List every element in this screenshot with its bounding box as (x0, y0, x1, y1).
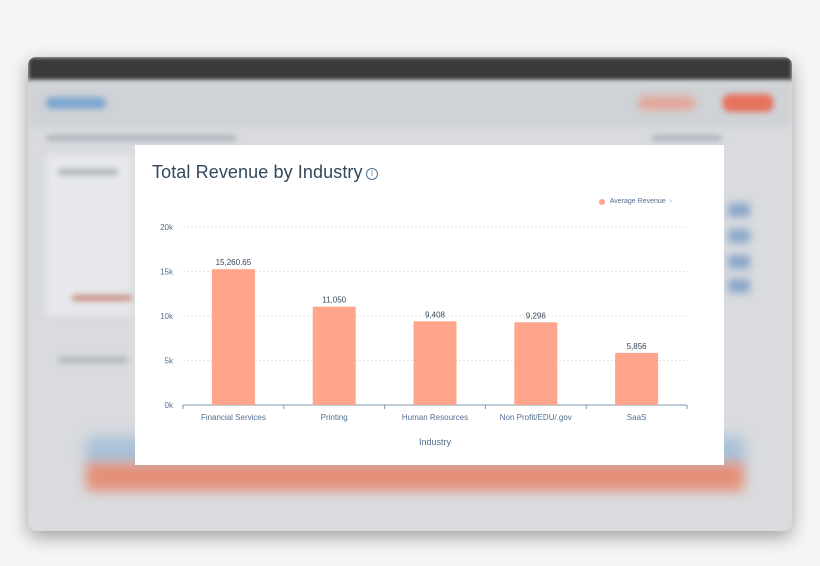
data-label: 15,260.65 (216, 258, 252, 267)
legend-label: Average Revenue (609, 198, 666, 205)
x-tick-label: Non Profit/EDU/.gov (500, 413, 572, 422)
chart-title: Total Revenue by Industry (152, 162, 363, 182)
data-label: 5,856 (627, 342, 648, 351)
data-label: 11,050 (322, 296, 346, 305)
bar (211, 269, 255, 405)
y-tick-label: 10k (160, 312, 174, 321)
bar (312, 306, 356, 405)
data-label: 9,296 (526, 311, 547, 320)
x-tick-label: Financial Services (201, 413, 266, 422)
y-tick-label: 5k (165, 357, 174, 366)
y-tick-label: 0k (165, 401, 174, 410)
background-logo (46, 97, 106, 109)
x-tick-label: Human Resources (402, 413, 468, 422)
background-button (638, 96, 696, 110)
y-tick-label: 20k (160, 223, 174, 232)
info-icon[interactable]: i (366, 168, 378, 180)
background-area-chart-orange (86, 463, 744, 491)
background-primary-button (722, 94, 774, 112)
background-tag (728, 279, 750, 293)
chevron-right-icon: › (669, 198, 672, 205)
background-panel-heading (58, 169, 118, 175)
background-toolbar-text (652, 135, 722, 141)
chart-card: Total Revenue by Industry i Average Reve… (135, 145, 724, 465)
y-tick-label: 15k (160, 268, 174, 277)
bar (514, 322, 558, 405)
background-tag (728, 229, 750, 243)
bar-chart: 0k 5k 10k 15k 20k 15,260.65 Financial Services… (160, 223, 688, 447)
background-breadcrumb (46, 135, 236, 141)
data-label: 9,408 (425, 310, 446, 319)
background-tag (728, 255, 750, 269)
x-axis-title: Industry (419, 437, 452, 447)
chart-legend[interactable]: Average Revenue › (598, 198, 672, 205)
x-tick-label: Printing (321, 413, 348, 422)
background-chart-line (72, 295, 132, 301)
background-tag (728, 203, 750, 217)
bar (615, 352, 659, 405)
bar (413, 321, 457, 405)
background-panel-left (46, 155, 132, 315)
x-tick-label: SaaS (627, 413, 647, 422)
background-section-heading (58, 357, 128, 363)
background-titlebar (28, 57, 792, 81)
legend-swatch (598, 198, 605, 205)
